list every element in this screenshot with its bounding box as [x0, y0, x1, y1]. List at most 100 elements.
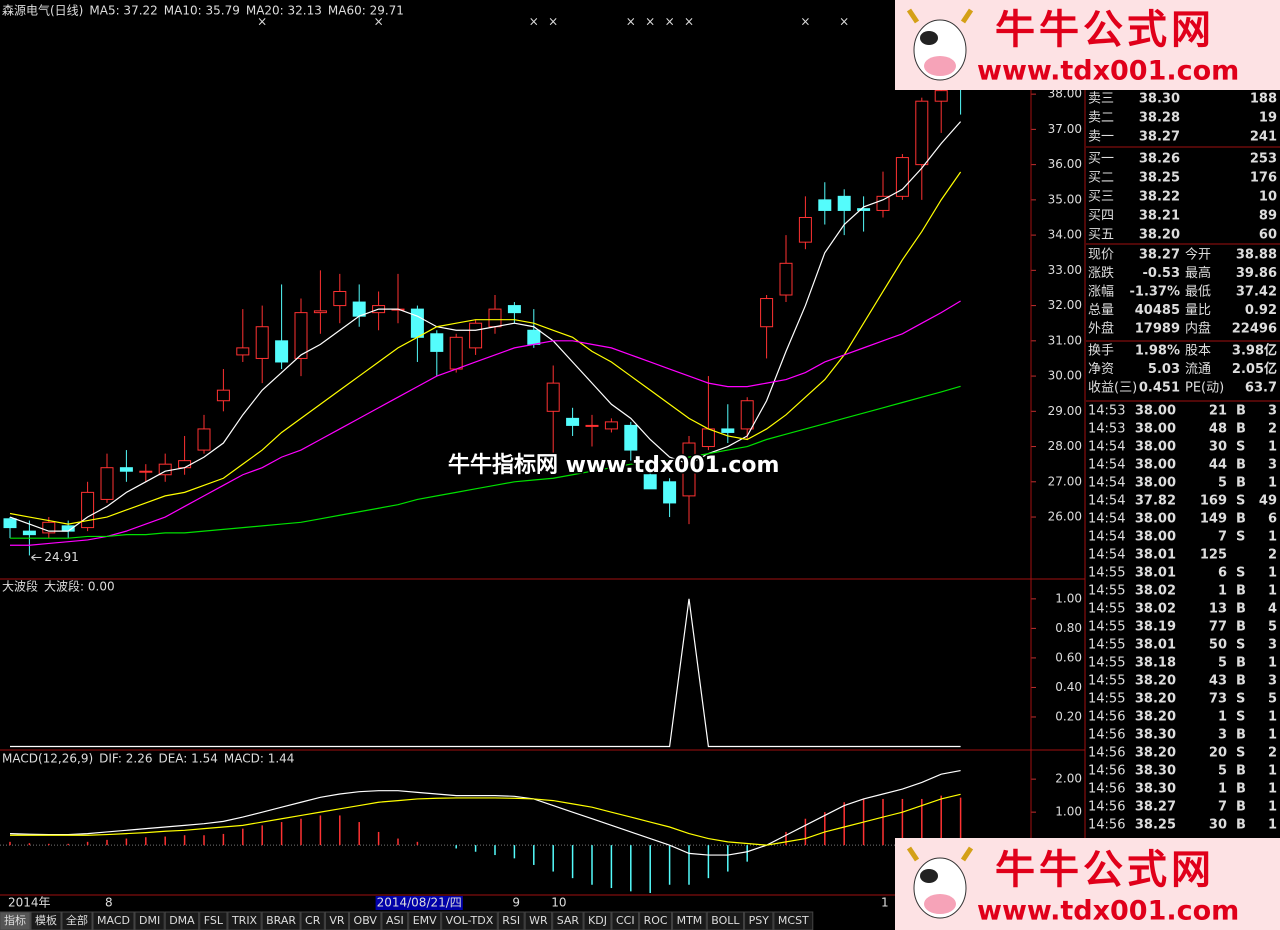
- tab-label[interactable]: 指标: [4, 913, 26, 927]
- tab-label[interactable]: MACD: [97, 914, 130, 927]
- tab-label[interactable]: EMV: [413, 914, 437, 927]
- legend-item: MACD: 1.44: [224, 752, 295, 766]
- stat-value: 2.05亿: [1232, 361, 1277, 377]
- trade-count: 4: [1268, 602, 1277, 617]
- tab[interactable]: [61, 911, 93, 930]
- trade-price: 38.00: [1135, 476, 1176, 491]
- tab-label[interactable]: VOL-TDX: [446, 914, 494, 927]
- candle-body: [721, 428, 735, 433]
- stat-value: 5.03: [1148, 362, 1180, 377]
- tab-label[interactable]: KDJ: [588, 914, 607, 927]
- tab-label[interactable]: VR: [329, 914, 345, 927]
- tab[interactable]: [300, 911, 325, 930]
- tab-label[interactable]: 全部: [66, 913, 88, 927]
- signal-mark: ×: [374, 15, 384, 29]
- trade-volume: 21: [1209, 404, 1227, 419]
- tab-label[interactable]: MTM: [677, 914, 703, 927]
- candle-body: [585, 424, 599, 427]
- tab[interactable]: [324, 911, 350, 930]
- cow-horns: [906, 846, 974, 862]
- legend-item: 森源电气(日线): [2, 3, 83, 18]
- tab[interactable]: [92, 911, 135, 930]
- tab-label[interactable]: PSY: [749, 914, 770, 927]
- candle-body: [430, 333, 444, 352]
- tab-label[interactable]: TRIX: [231, 914, 258, 927]
- stat-value: 63.7: [1245, 381, 1277, 396]
- tab-label[interactable]: FSL: [204, 914, 224, 927]
- candle-body: [915, 100, 929, 166]
- trade-count: 1: [1268, 440, 1277, 455]
- tab[interactable]: [227, 911, 262, 930]
- tab[interactable]: [441, 911, 498, 930]
- trade-count: 3: [1268, 458, 1277, 473]
- tab[interactable]: [524, 911, 553, 930]
- tab[interactable]: [199, 911, 228, 930]
- trade-volume: 3: [1218, 728, 1227, 743]
- tab-label[interactable]: MCST: [778, 914, 809, 927]
- trade-side: S: [1236, 746, 1245, 761]
- book-label: 买四: [1088, 209, 1114, 224]
- trade-price: 38.01: [1135, 566, 1176, 581]
- tab[interactable]: [381, 911, 409, 930]
- tab-label[interactable]: DMI: [139, 914, 160, 927]
- tab-label[interactable]: ROC: [644, 914, 668, 927]
- y-tick-label: 34.00: [1048, 228, 1082, 242]
- tab[interactable]: [164, 911, 200, 930]
- trade-side: B: [1236, 620, 1246, 635]
- tab-label[interactable]: ASI: [386, 914, 404, 927]
- candle-body: [42, 521, 56, 534]
- tab[interactable]: [408, 911, 442, 930]
- trade-price: 38.20: [1135, 746, 1176, 761]
- tab[interactable]: [672, 911, 707, 930]
- candle-body: [876, 195, 890, 211]
- tab-label[interactable]: RSI: [502, 914, 520, 927]
- watermark-title: 牛牛公式网: [995, 847, 1215, 893]
- tab[interactable]: [639, 911, 673, 930]
- trade-price: 38.00: [1135, 440, 1176, 455]
- tab[interactable]: [706, 911, 745, 930]
- stat-label: 流通: [1185, 362, 1211, 377]
- tab-label[interactable]: CCI: [616, 914, 635, 927]
- legend-item: 大波段: [2, 579, 38, 594]
- tab-label[interactable]: DMA: [169, 914, 195, 927]
- stat-label: 今开: [1185, 247, 1211, 263]
- candle-body: [837, 195, 851, 211]
- book-price: 38.26: [1139, 152, 1180, 167]
- trade-count: 1: [1268, 818, 1277, 833]
- tab[interactable]: [497, 911, 525, 930]
- candle-body: [488, 308, 502, 328]
- stat-value: 38.88: [1236, 248, 1277, 263]
- trade-price: 38.02: [1135, 602, 1176, 617]
- x-tick-label: 2014年: [8, 896, 51, 910]
- tab[interactable]: [0, 911, 31, 930]
- tab[interactable]: [583, 911, 612, 930]
- tab[interactable]: [261, 911, 301, 930]
- trade-count: 1: [1268, 728, 1277, 743]
- trade-time: 14:54: [1088, 530, 1125, 545]
- tab[interactable]: [773, 911, 814, 930]
- tab[interactable]: [134, 911, 165, 930]
- tab[interactable]: [744, 911, 774, 930]
- trade-count: 49: [1259, 494, 1277, 509]
- y-tick-label: 35.00: [1048, 192, 1082, 206]
- tab-label[interactable]: OBV: [354, 914, 378, 927]
- tab[interactable]: [552, 911, 584, 930]
- tab-label[interactable]: WR: [529, 914, 548, 927]
- trade-side: B: [1236, 584, 1246, 599]
- tab-label[interactable]: SAR: [557, 914, 580, 927]
- trade-time: 14:56: [1088, 764, 1125, 779]
- tab-label[interactable]: 模板: [35, 913, 57, 927]
- tab[interactable]: [611, 911, 640, 930]
- legend-item: DIF: 2.26: [99, 752, 152, 766]
- tab-label[interactable]: BOLL: [711, 914, 740, 927]
- candle-body: [624, 424, 638, 451]
- tab[interactable]: [30, 911, 62, 930]
- tab-label[interactable]: CR: [305, 914, 321, 927]
- y-tick-label: 27.00: [1048, 474, 1082, 488]
- tab[interactable]: [349, 911, 382, 930]
- tab-label[interactable]: BRAR: [266, 914, 296, 927]
- y-tick-label: 28.00: [1048, 439, 1082, 453]
- stat-label: 最低: [1185, 285, 1211, 300]
- book-label: 买二: [1088, 171, 1114, 186]
